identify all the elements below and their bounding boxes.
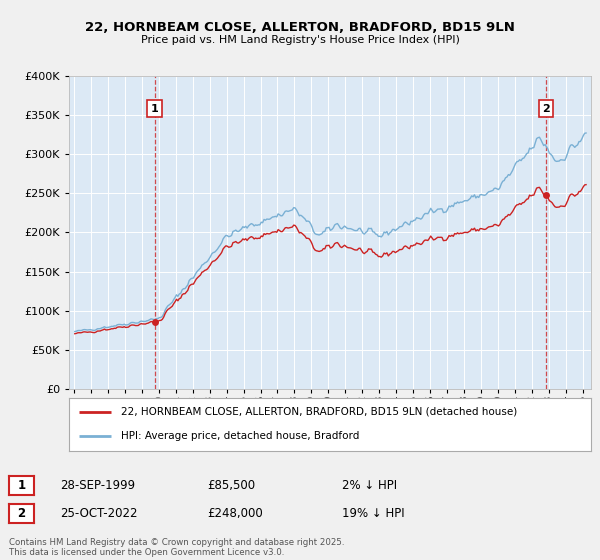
Text: 1: 1 xyxy=(17,479,26,492)
Text: 2: 2 xyxy=(542,104,550,114)
Text: Price paid vs. HM Land Registry's House Price Index (HPI): Price paid vs. HM Land Registry's House … xyxy=(140,35,460,45)
Text: 22, HORNBEAM CLOSE, ALLERTON, BRADFORD, BD15 9LN (detached house): 22, HORNBEAM CLOSE, ALLERTON, BRADFORD, … xyxy=(121,407,517,417)
Text: 19% ↓ HPI: 19% ↓ HPI xyxy=(342,507,404,520)
Text: Contains HM Land Registry data © Crown copyright and database right 2025.
This d: Contains HM Land Registry data © Crown c… xyxy=(9,538,344,557)
Text: £248,000: £248,000 xyxy=(207,507,263,520)
Text: 28-SEP-1999: 28-SEP-1999 xyxy=(60,479,135,492)
Text: 22, HORNBEAM CLOSE, ALLERTON, BRADFORD, BD15 9LN: 22, HORNBEAM CLOSE, ALLERTON, BRADFORD, … xyxy=(85,21,515,34)
Text: 2% ↓ HPI: 2% ↓ HPI xyxy=(342,479,397,492)
Text: 25-OCT-2022: 25-OCT-2022 xyxy=(60,507,137,520)
Text: 1: 1 xyxy=(151,104,158,114)
Text: HPI: Average price, detached house, Bradford: HPI: Average price, detached house, Brad… xyxy=(121,431,359,441)
Text: 2: 2 xyxy=(17,507,26,520)
Text: £85,500: £85,500 xyxy=(207,479,255,492)
